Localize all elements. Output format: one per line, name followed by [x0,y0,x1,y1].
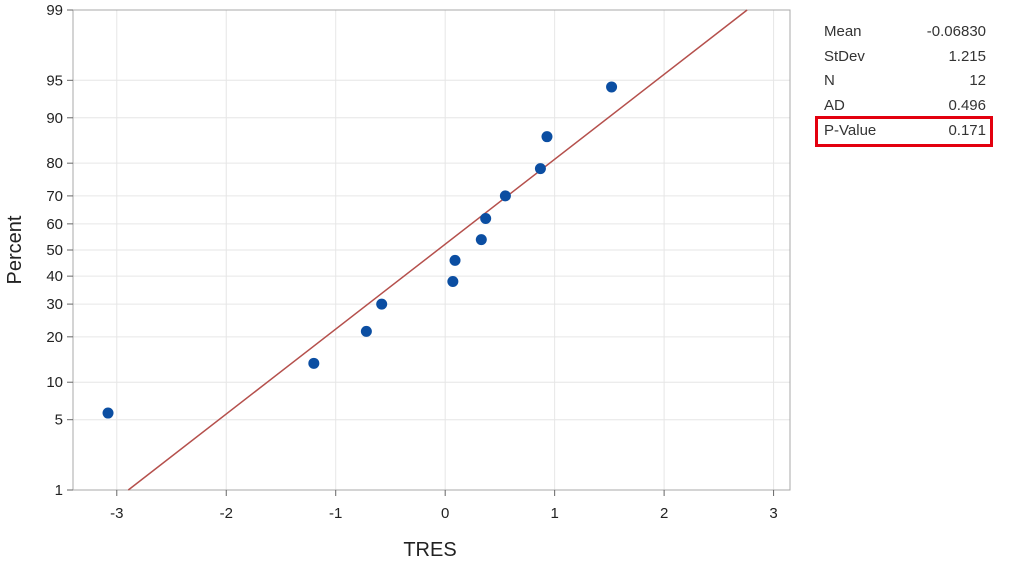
data-point [102,407,114,419]
data-point [541,131,553,143]
x-tick-label: 3 [769,505,777,522]
stat-label: P-Value [824,122,877,139]
y-tick-label: 20 [46,329,63,346]
y-tick-label: 5 [55,412,63,429]
data-points [102,81,618,419]
y-tick-label: 95 [46,72,63,89]
x-tick-label: 0 [441,505,449,522]
y-tick-label: 1 [55,482,63,499]
fit-line-group [127,9,748,491]
y-tick-label: 10 [46,374,63,391]
x-tick-label: 2 [660,505,668,522]
y-axis-title: Percent [4,215,26,284]
y-axis-ticks: 1 5 10 20 30 40 50 60 70 80 90 95 99 [46,2,73,499]
y-tick-label: 30 [46,296,63,313]
stat-label: AD [824,96,845,114]
stat-label: StDev [824,47,865,65]
stat-label: N [824,72,835,89]
data-point [475,234,487,246]
stat-value: 0.171 [948,122,986,139]
stat-row-p-value: P-Value 0.171 [815,116,993,147]
stat-value: 1.215 [948,47,986,65]
x-axis-ticks: -3 -2 -1 0 1 2 3 [110,490,778,522]
data-point [499,190,511,202]
data-point [480,212,492,224]
y-tick-label: 70 [46,188,63,205]
stats-table: Mean -0.06830 StDev 1.215 N 12 AD 0.496 … [815,20,993,147]
stat-value: 12 [969,72,986,89]
data-point [606,81,618,93]
stat-row-mean: Mean -0.06830 [818,20,990,45]
y-tick-label: 60 [46,216,63,233]
fit-line [127,9,748,491]
x-tick-label: -3 [110,505,123,522]
data-point [447,276,459,288]
x-tick-label: -1 [329,505,342,522]
x-axis-title: TRES [403,539,456,561]
data-point [376,298,388,310]
data-point [449,254,461,266]
stat-row-ad: AD 0.496 [818,94,990,119]
grid-lines [73,9,790,491]
x-tick-label: 1 [550,505,558,522]
data-point [308,357,320,369]
y-tick-label: 50 [46,242,63,259]
stat-row-stdev: StDev 1.215 [818,45,990,70]
data-point [360,325,372,337]
y-tick-label: 40 [46,268,63,285]
data-point [534,163,546,175]
y-tick-label: 99 [46,2,63,19]
x-tick-label: -2 [220,505,233,522]
stat-value: -0.06830 [926,23,986,40]
stat-value: 0.496 [948,96,986,114]
y-tick-label: 80 [46,155,63,172]
stat-label: Mean [824,23,862,40]
y-tick-label: 90 [46,110,63,127]
stat-row-n: N 12 [818,69,990,94]
